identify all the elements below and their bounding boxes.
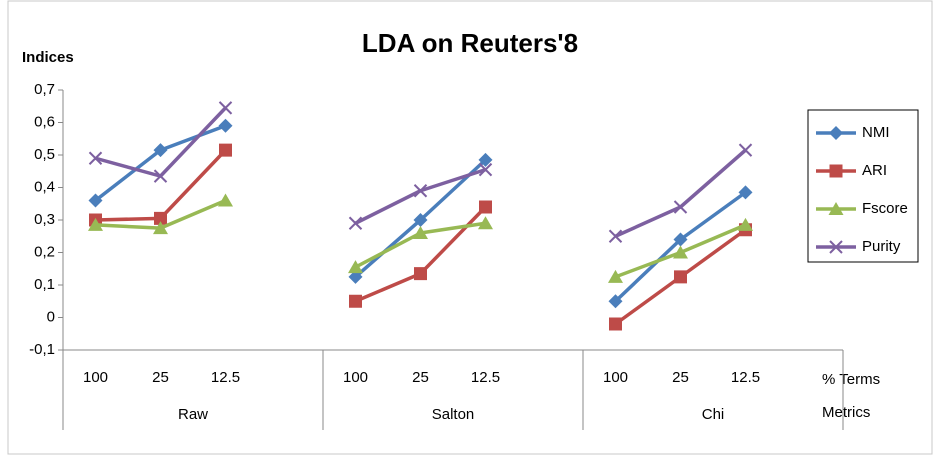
series-line bbox=[95, 106, 227, 178]
marker bbox=[673, 200, 688, 214]
marker bbox=[674, 270, 687, 284]
marker bbox=[218, 101, 233, 115]
marker bbox=[609, 317, 622, 331]
marker bbox=[738, 185, 753, 200]
legend-label: Purity bbox=[862, 238, 901, 255]
y-tick-label: 0,5 bbox=[34, 146, 55, 163]
y-tick-label: 0,3 bbox=[34, 211, 55, 228]
x-tick-label: 12.5 bbox=[211, 369, 240, 386]
marker bbox=[88, 217, 103, 231]
marker bbox=[348, 216, 363, 230]
x-tick-label: 100 bbox=[603, 369, 628, 386]
x-tick-label: 12.5 bbox=[471, 369, 500, 386]
marker bbox=[478, 216, 493, 230]
group-label: Salton bbox=[432, 406, 475, 423]
legend-box bbox=[807, 109, 919, 263]
group-label: Chi bbox=[702, 406, 725, 423]
legend-label: Fscore bbox=[862, 200, 908, 217]
y-tick-label: -0,1 bbox=[29, 341, 55, 358]
marker bbox=[218, 118, 233, 133]
y-tick-label: 0,4 bbox=[34, 178, 55, 195]
legend-label: NMI bbox=[862, 124, 890, 141]
marker bbox=[673, 232, 688, 247]
marker bbox=[479, 200, 492, 214]
marker bbox=[88, 151, 103, 165]
series-line bbox=[614, 148, 747, 238]
y-axis-label: Indices bbox=[22, 49, 74, 66]
chart-title: LDA on Reuters'8 bbox=[362, 28, 578, 58]
marker bbox=[88, 193, 103, 208]
marker bbox=[348, 260, 363, 274]
x-tick-label: 25 bbox=[672, 369, 689, 386]
marker bbox=[153, 221, 168, 235]
legend-label: ARI bbox=[862, 162, 887, 179]
y-tick-label: 0,2 bbox=[34, 243, 55, 260]
marker bbox=[413, 184, 428, 198]
marker bbox=[219, 143, 232, 157]
legend-marker bbox=[829, 126, 843, 140]
marker bbox=[413, 226, 428, 239]
group-axis-label: Metrics bbox=[822, 404, 870, 421]
marker bbox=[608, 294, 623, 309]
y-tick-label: 0 bbox=[47, 308, 55, 325]
marker bbox=[738, 143, 753, 157]
marker bbox=[218, 193, 233, 207]
group-label: Raw bbox=[178, 406, 208, 423]
x-tick-label: 12.5 bbox=[731, 369, 760, 386]
marker bbox=[738, 217, 753, 231]
marker bbox=[414, 267, 427, 281]
marker bbox=[673, 245, 688, 259]
legend-marker bbox=[829, 240, 843, 254]
y-tick-label: 0,6 bbox=[34, 113, 55, 130]
y-tick-label: 0,1 bbox=[34, 276, 55, 293]
marker bbox=[153, 143, 168, 158]
legend-marker bbox=[829, 164, 843, 178]
marker bbox=[608, 269, 623, 283]
marker bbox=[608, 229, 623, 243]
x-tick-label: 100 bbox=[83, 369, 108, 386]
x-tick-label: 100 bbox=[343, 369, 368, 386]
marker bbox=[413, 213, 428, 227]
x-tick-label: 25 bbox=[412, 369, 429, 386]
marker bbox=[348, 269, 363, 284]
x-tick-label: 25 bbox=[152, 369, 169, 386]
legend-marker bbox=[828, 202, 844, 215]
y-tick-label: 0,7 bbox=[34, 81, 55, 98]
chart-border bbox=[7, 0, 933, 455]
marker bbox=[478, 162, 493, 177]
marker bbox=[478, 152, 493, 167]
marker bbox=[349, 294, 362, 308]
x-axis-label: % Terms bbox=[822, 371, 880, 388]
marker bbox=[154, 211, 167, 225]
marker bbox=[153, 169, 168, 183]
